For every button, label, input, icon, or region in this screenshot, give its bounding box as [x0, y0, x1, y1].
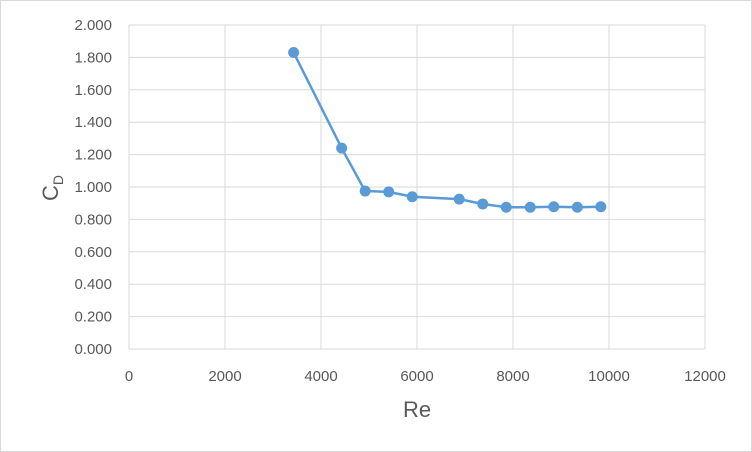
y-tick-label: 0.400	[74, 276, 112, 293]
y-tick-label: 1.000	[74, 179, 112, 196]
series	[288, 47, 607, 213]
y-axis-title: CD	[38, 175, 66, 201]
y-tick-label: 0.000	[74, 341, 112, 358]
y-tick-label: 1.400	[74, 114, 112, 131]
data-point	[288, 47, 300, 59]
y-axis-title-subscript: D	[50, 175, 66, 185]
y-tick-label: 1.800	[74, 49, 112, 66]
y-tick-labels: 0.000 0.200 0.400 0.600 0.800 1.000 1.200 1.400…	[74, 17, 112, 358]
data-point	[571, 201, 583, 213]
data-point	[524, 201, 536, 213]
x-tick-label: 0	[125, 368, 133, 385]
grid	[128, 24, 706, 350]
x-tick-label: 4000	[304, 368, 337, 385]
data-point	[359, 185, 371, 197]
data-point	[548, 201, 560, 213]
x-tick-label: 2000	[208, 368, 241, 385]
data-point	[406, 191, 418, 203]
y-tick-label: 1.200	[74, 147, 112, 164]
x-tick-label: 12000	[684, 368, 726, 385]
x-tick-label: 6000	[400, 368, 433, 385]
y-tick-label: 1.600	[74, 82, 112, 99]
data-point	[336, 142, 348, 154]
series-line	[292, 51, 601, 209]
y-tick-label: 0.800	[74, 211, 112, 228]
y-tick-label: 2.000	[74, 17, 112, 34]
y-tick-label: 0.600	[74, 244, 112, 261]
x-axis-title: Re	[403, 397, 431, 422]
data-point	[500, 201, 512, 213]
data-point	[595, 201, 607, 213]
x-tick-label: 8000	[496, 368, 529, 385]
x-tick-labels: 0 2000 4000 6000 8000 10000 12000	[125, 368, 726, 385]
data-point	[477, 198, 489, 210]
x-tick-label: 10000	[588, 368, 630, 385]
data-point	[383, 186, 395, 198]
y-tick-label: 0.200	[74, 309, 112, 326]
data-point	[453, 193, 465, 205]
y-axis-title-main: C	[38, 185, 63, 201]
